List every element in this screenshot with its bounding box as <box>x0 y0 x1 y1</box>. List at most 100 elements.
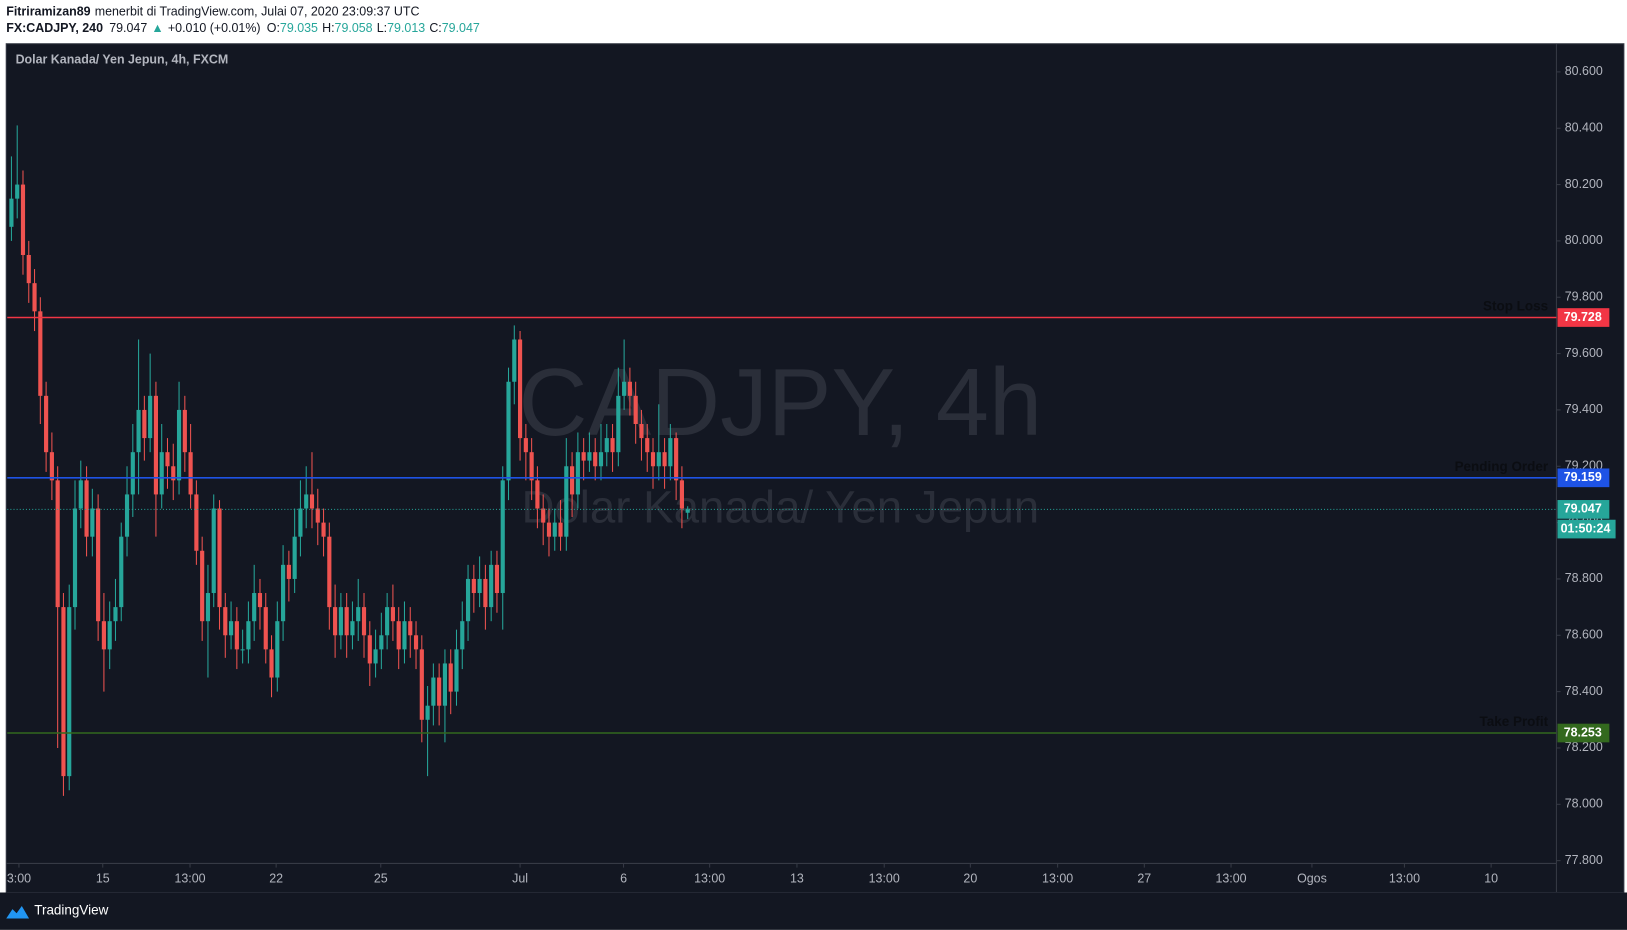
candle-body <box>402 621 407 650</box>
brand-logo <box>6 905 30 919</box>
candle-body <box>200 550 205 622</box>
candle-body <box>9 198 14 227</box>
x-tick-label: 6 <box>620 871 627 885</box>
brand: TradingView <box>6 903 109 919</box>
candle-body <box>153 395 159 495</box>
symbol: FX:CADJPY, 240 <box>6 21 103 35</box>
candle-body <box>148 395 153 439</box>
candle-body <box>656 452 661 467</box>
x-tick-label: 25 <box>374 871 388 885</box>
candle-body <box>506 381 511 481</box>
change: +0.010 (+0.01%) <box>168 21 261 35</box>
candle-body <box>72 508 78 608</box>
candle-body <box>685 509 690 513</box>
candle-body <box>194 494 199 551</box>
candle-body <box>408 621 413 636</box>
open-label: O: <box>267 21 280 35</box>
last-price-label: 79.047 <box>1564 502 1602 516</box>
candle-body <box>240 649 245 651</box>
candle-body <box>454 649 459 692</box>
candle-body <box>396 621 401 650</box>
candle-body <box>338 607 343 636</box>
candle-body <box>367 635 372 664</box>
candle-body <box>119 536 124 608</box>
candle-body <box>309 494 315 509</box>
candle-body <box>136 409 141 453</box>
y-tick-label: 80.000 <box>1565 233 1603 247</box>
candle-body <box>471 578 476 594</box>
x-tick-label: 10 <box>1484 871 1498 885</box>
candle-body <box>425 705 430 720</box>
x-tick-label: 13 <box>790 871 804 885</box>
candle-body <box>437 677 442 706</box>
candle-body <box>448 663 453 692</box>
candle-body <box>575 452 580 495</box>
candle-body <box>639 424 644 439</box>
candle-body <box>650 452 656 467</box>
candle-body <box>61 607 66 777</box>
candle-body <box>263 607 268 650</box>
candle-body <box>32 283 37 312</box>
x-tick-label: 27 <box>1137 871 1151 885</box>
candle-body <box>182 409 187 453</box>
header-line-2: FX:CADJPY, 240 79.047 ▲ +0.010 (+0.01%) O:79… <box>6 21 480 35</box>
y-tick-label: 78.800 <box>1565 571 1603 585</box>
level-price-box <box>1557 723 1610 743</box>
candle-body <box>373 649 378 664</box>
high-label: H: <box>322 21 334 35</box>
candle-body <box>500 480 505 594</box>
y-tick-label: 79.400 <box>1565 402 1603 416</box>
candle-body <box>228 621 234 636</box>
candle-body <box>356 607 361 622</box>
candle-body <box>535 480 540 509</box>
candle-body <box>494 564 500 594</box>
candle-body <box>113 607 118 622</box>
x-tick-label: 13:00 <box>1389 871 1420 885</box>
candle-body <box>101 621 106 650</box>
low-label: L: <box>377 21 387 35</box>
candle-body <box>645 438 650 453</box>
candle-body <box>124 494 130 537</box>
candle-body <box>165 452 170 467</box>
y-tick-label: 78.400 <box>1565 684 1603 698</box>
x-tick-label: 13:00 <box>1215 871 1246 885</box>
candle-body <box>107 621 112 650</box>
candle-body <box>315 508 320 523</box>
level-price: 79.728 <box>1564 310 1602 324</box>
level-name: Stop Loss <box>1483 299 1548 314</box>
candle-body <box>286 564 291 579</box>
chart-title: Dolar Kanada/ Yen Jepun, 4h, FXCM <box>16 53 229 67</box>
brand-name: TradingView <box>34 903 108 918</box>
candle-body <box>49 452 54 481</box>
candle-body <box>269 649 274 678</box>
candle-body <box>529 452 534 481</box>
candle-body <box>15 184 20 199</box>
candle-body <box>292 536 297 579</box>
candle-body <box>142 409 147 439</box>
x-tick-label: 3:00 <box>7 871 31 885</box>
candle-body <box>379 635 384 650</box>
candle-body <box>541 508 546 523</box>
open-value: 79.035 <box>280 21 318 35</box>
candle-body <box>55 480 60 608</box>
candle-body <box>176 409 182 481</box>
candle-body <box>610 438 615 453</box>
author: Fitriramizan89 <box>6 5 90 19</box>
candle-body <box>188 452 193 495</box>
candle-body <box>304 494 309 509</box>
candle-body <box>598 452 604 467</box>
candle-body <box>84 480 89 537</box>
candle-body <box>67 607 72 777</box>
x-tick-label: 13:00 <box>174 871 205 885</box>
x-tick-label: Jul <box>512 871 528 885</box>
candle-body <box>321 522 326 537</box>
candle-body <box>344 607 349 636</box>
candle-body <box>385 607 390 636</box>
candle-body <box>668 438 673 467</box>
candle-body <box>546 522 552 537</box>
level-price: 78.253 <box>1564 725 1602 739</box>
candle-body <box>622 381 627 396</box>
candle-body <box>679 480 684 509</box>
high-value: 79.058 <box>335 21 373 35</box>
